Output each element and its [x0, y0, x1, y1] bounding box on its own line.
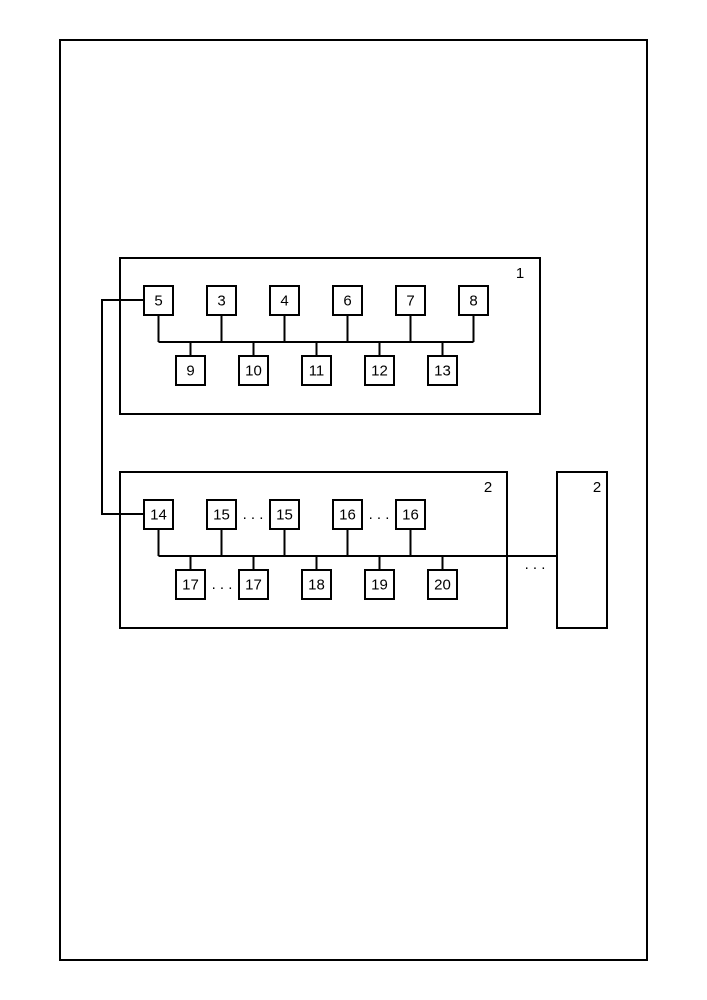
container-1-topnode-1-label: 3: [217, 292, 225, 309]
container-1-topnode-4-label: 7: [406, 292, 414, 309]
container-1-botnode-3-label: 12: [371, 362, 388, 379]
container-2-botnode-0-label: 17: [182, 576, 199, 593]
container-1-topnode-3-label: 6: [343, 292, 351, 309]
container-2-topnode-3-label: 16: [339, 506, 356, 523]
container-1-outline: [120, 258, 540, 414]
diagram-canvas: 1534678910111213214151516161717181920. .…: [0, 0, 707, 1000]
container-2-botnode-1-label: 17: [245, 576, 262, 593]
container-1-label: 1: [516, 265, 524, 282]
container-2b-label: 2: [593, 479, 601, 496]
container-2-topnode-2-label: 15: [276, 506, 293, 523]
container-1-botnode-1-label: 10: [245, 362, 262, 379]
container-1-botnode-4-label: 13: [434, 362, 451, 379]
external-wire-5-to-14: [102, 300, 144, 514]
container-2-botnode-4-label: 20: [434, 576, 451, 593]
container-2-topnode-4-label: 16: [402, 506, 419, 523]
between-containers-dots: . . .: [525, 556, 546, 573]
container-2-topnode-0-label: 14: [150, 506, 167, 523]
container-2-outline: [120, 472, 507, 628]
container-2-topdots-1: . . .: [369, 506, 390, 523]
container-1-botnode-0-label: 9: [186, 362, 194, 379]
container-2-botdots-0: . . .: [212, 576, 233, 593]
container-2-label: 2: [484, 479, 492, 496]
container-1-botnode-2-label: 11: [309, 362, 325, 379]
container-2-topnode-1-label: 15: [213, 506, 230, 523]
container-2-botnode-2-label: 18: [308, 576, 325, 593]
container-2-topdots-0: . . .: [243, 506, 264, 523]
container-1-topnode-5-label: 8: [469, 292, 477, 309]
container-1-topnode-2-label: 4: [280, 292, 288, 309]
container-2-botnode-3-label: 19: [371, 576, 388, 593]
container-1-topnode-0-label: 5: [154, 292, 162, 309]
